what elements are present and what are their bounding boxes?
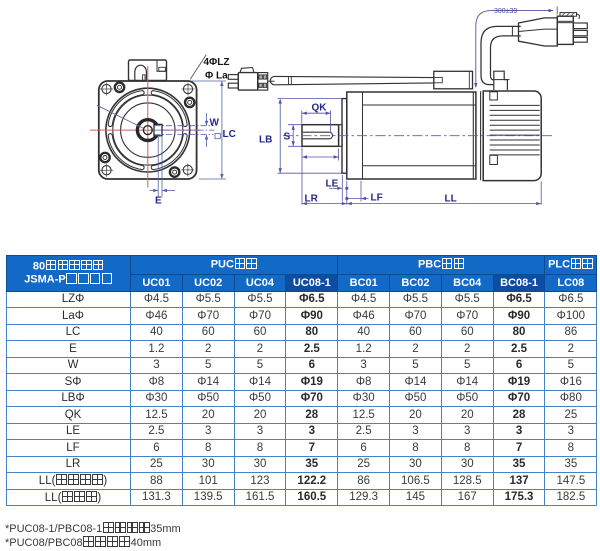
svg-text:LE: LE <box>326 179 339 190</box>
svg-text:QK: QK <box>312 103 328 114</box>
svg-text:LC: LC <box>223 129 236 140</box>
svg-text:S: S <box>284 132 291 143</box>
svg-text:LB: LB <box>259 135 272 146</box>
svg-text:W: W <box>210 118 220 129</box>
svg-text:Φ La: Φ La <box>205 71 228 82</box>
svg-text:LF: LF <box>371 193 383 204</box>
svg-text:LL: LL <box>445 194 457 205</box>
svg-text:300±30: 300±30 <box>494 8 517 15</box>
svg-text:LR: LR <box>305 194 319 205</box>
svg-text:E: E <box>155 196 162 207</box>
svg-text:4ΦLZ: 4ΦLZ <box>204 57 230 68</box>
